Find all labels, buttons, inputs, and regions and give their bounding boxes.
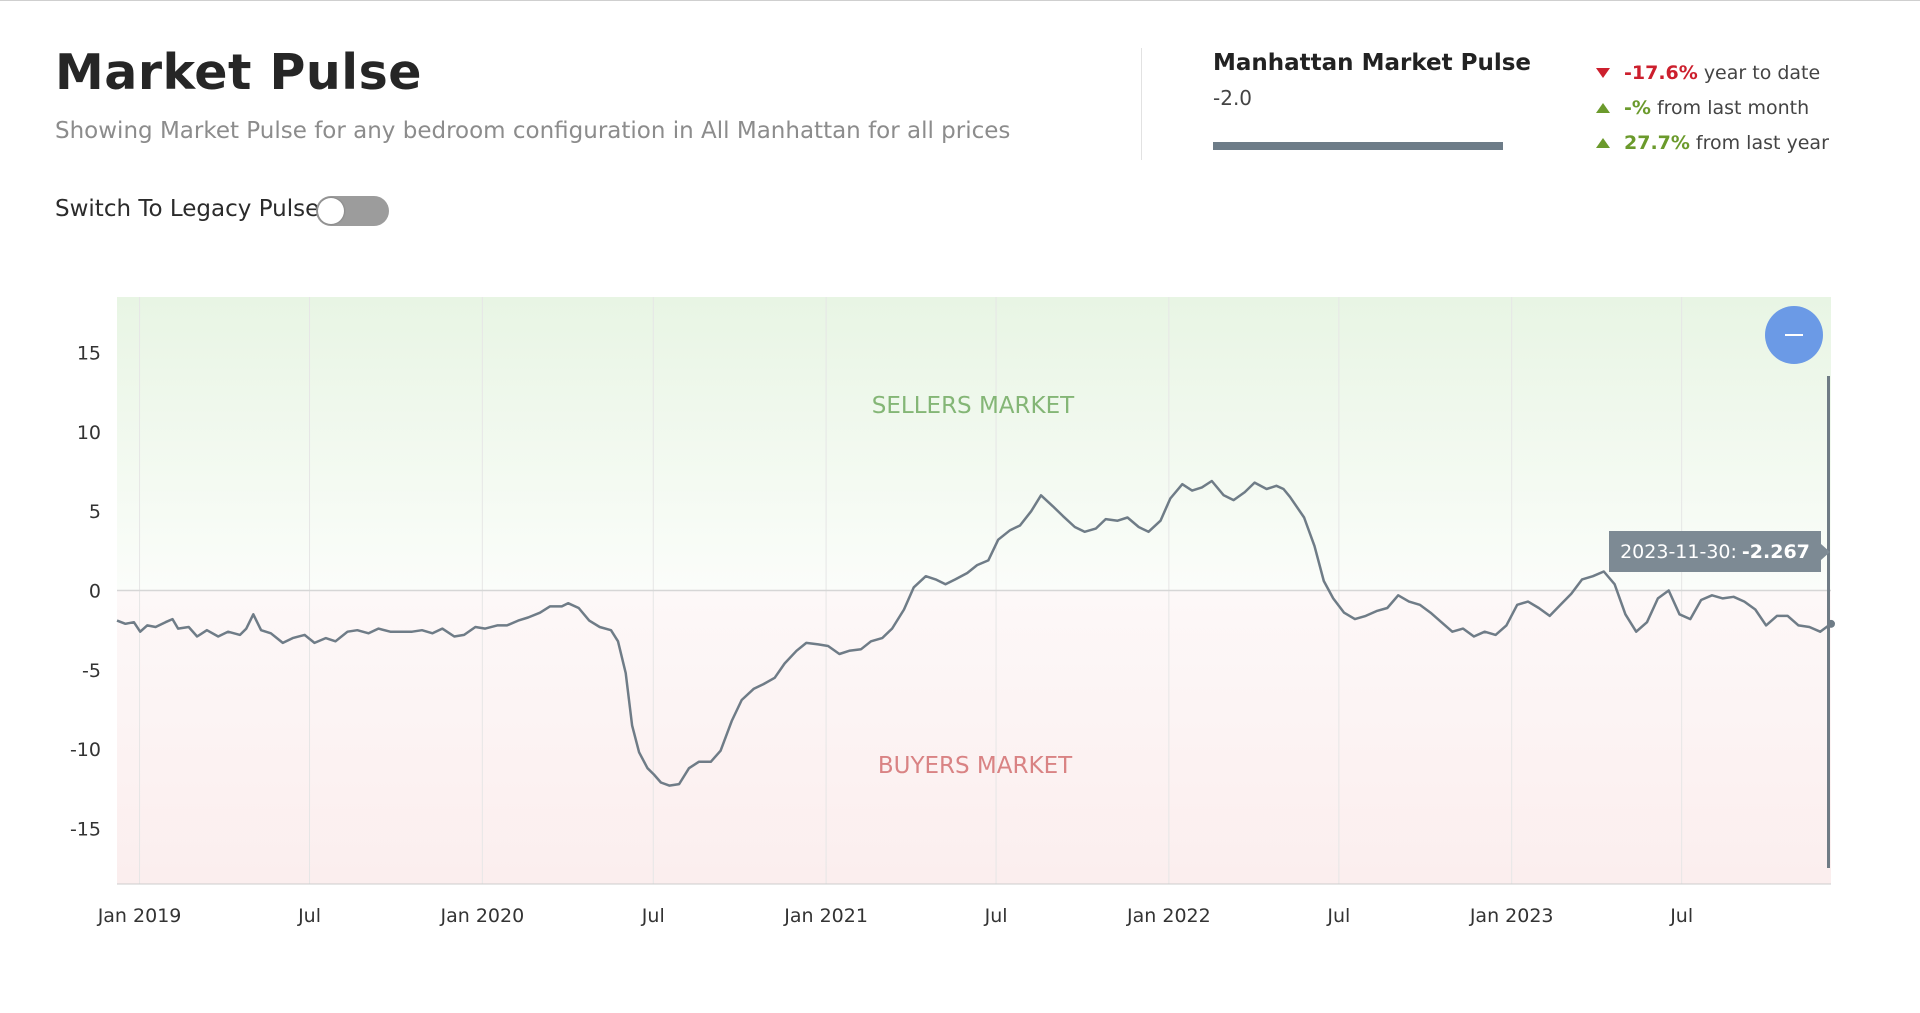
header-divider [1141, 48, 1142, 160]
y-tick-label: -10 [70, 739, 101, 761]
x-tick-label: Jan 2021 [783, 905, 868, 927]
triangle-up-icon [1596, 137, 1610, 148]
x-tick-label: Jul [1326, 905, 1350, 927]
stat-value: -17.6% [1624, 61, 1698, 84]
y-tick-label: -15 [70, 818, 101, 840]
zoom-out-button[interactable] [1765, 306, 1823, 364]
legacy-pulse-toggle[interactable] [316, 196, 389, 226]
x-tick-label: Jul [984, 905, 1008, 927]
triangle-down-icon [1596, 67, 1610, 78]
toggle-knob [318, 198, 344, 224]
pulse-series-line [116, 479, 1832, 787]
stat-label: year to date [1703, 61, 1821, 84]
x-tick-label: Jan 2023 [1469, 905, 1554, 927]
y-tick-label: 10 [77, 422, 101, 444]
stat-value: 27.7% [1624, 131, 1690, 154]
y-tick-label: 15 [77, 343, 101, 365]
market-pulse-chart: Jan 2019 Jul Jan 2020 Jul Jan 2021 Jul Jan 202… [70, 297, 1835, 927]
y-tick-label: 5 [89, 501, 101, 523]
top-rule [0, 0, 1920, 1]
tooltip-value: -2.267 [1741, 540, 1810, 563]
stat-label: from last year [1695, 131, 1829, 154]
x-tick-label: Jan 2020 [439, 905, 524, 927]
summary-bar [1213, 142, 1503, 150]
buyers-band [117, 590, 1831, 884]
x-tick-label: Jul [1669, 905, 1693, 927]
sellers-band [117, 297, 1831, 591]
stats-list: -17.6% year to date -% from last month 2… [1596, 55, 1829, 160]
minus-icon [1785, 334, 1803, 336]
y-tick-label: 0 [89, 581, 101, 603]
page-title: Market Pulse [55, 44, 422, 101]
x-tick-label: Jan 2022 [1126, 905, 1211, 927]
y-tick-label: -5 [82, 660, 101, 682]
buyers-market-label: BUYERS MARKET [878, 753, 1073, 779]
stat-year-to-date: -17.6% year to date [1596, 55, 1829, 90]
summary-title: Manhattan Market Pulse [1213, 50, 1532, 76]
chart-scrollbar[interactable] [1827, 376, 1830, 868]
summary-value: -2.0 [1213, 86, 1253, 110]
x-tick-label: Jul [297, 905, 321, 927]
x-tick-label: Jul [641, 905, 665, 927]
stat-last-year: 27.7% from last year [1596, 125, 1829, 160]
legacy-pulse-label: Switch To Legacy Pulse: [55, 196, 328, 222]
page-subtitle: Showing Market Pulse for any bedroom con… [55, 118, 1011, 144]
sellers-market-label: SELLERS MARKET [872, 393, 1075, 419]
triangle-up-icon [1596, 102, 1610, 113]
stat-last-month: -% from last month [1596, 90, 1829, 125]
tooltip-date: 2023-11-30: [1620, 540, 1737, 563]
chart-tooltip: 2023-11-30: -2.267 [1609, 531, 1830, 572]
stat-label: from last month [1656, 96, 1810, 119]
x-tick-label: Jan 2019 [97, 905, 182, 927]
stat-value: -% [1624, 96, 1651, 119]
